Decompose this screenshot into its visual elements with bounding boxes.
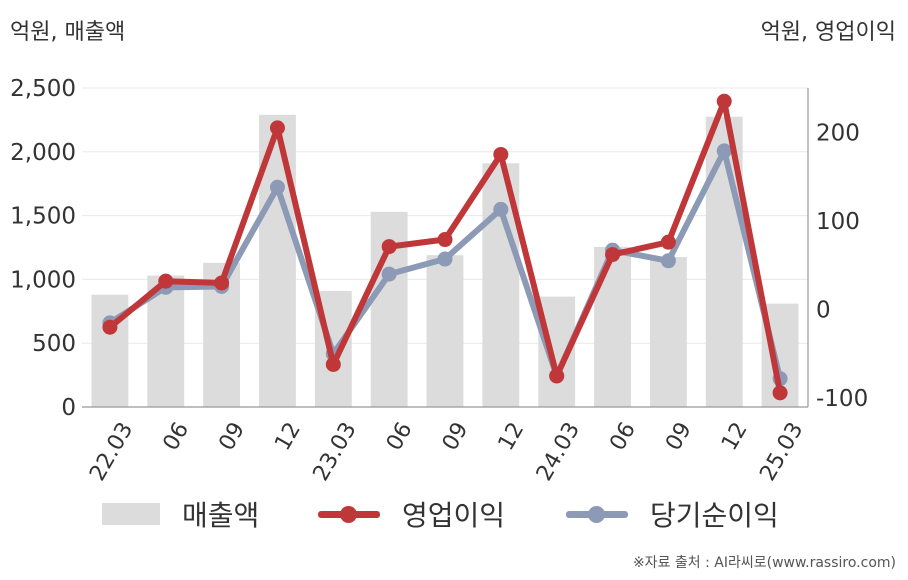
x-tick-label: 06 — [605, 418, 641, 455]
net-income-point — [716, 143, 732, 159]
legend-item-operating-profit: 영업이익 — [318, 492, 505, 536]
legend-item-revenue: 매출액 — [102, 492, 259, 536]
right-tick-label: 100 — [816, 209, 860, 235]
x-tick-label: 06 — [159, 418, 195, 455]
revenue-bar — [594, 246, 631, 407]
operating-profit-point — [716, 93, 732, 109]
operating-profit-point — [102, 319, 118, 335]
legend: 매출액 영업이익 당기순이익 — [0, 492, 908, 536]
x-tick-label: 09 — [438, 418, 474, 455]
x-tick-label: 24.03 — [532, 418, 585, 485]
legend-swatch-operating-profit — [318, 503, 380, 525]
x-tick-label: 12 — [717, 418, 753, 455]
legend-label-revenue: 매출액 — [182, 499, 260, 532]
operating-profit-point — [437, 232, 453, 248]
legend-swatch-net-income — [566, 503, 628, 525]
operating-profit-point — [269, 120, 285, 136]
legend-label-operating-profit: 영업이익 — [402, 499, 506, 532]
legend-swatch-revenue — [102, 503, 160, 525]
x-tick-label: 12 — [494, 418, 530, 455]
operating-profit-point — [158, 273, 174, 289]
x-tick-label: 09 — [661, 418, 697, 455]
left-tick-label: 500 — [32, 331, 76, 357]
net-income-point — [381, 266, 397, 282]
axes — [82, 88, 809, 408]
x-tick-label: 09 — [214, 418, 250, 455]
operating-profit-point — [325, 356, 341, 372]
operating-profit-point — [214, 275, 230, 291]
left-tick-label: 2,500 — [10, 76, 76, 102]
right-axis-unit: 억원, 영업이익 — [760, 20, 896, 45]
left-axis-unit: 억원, 매출액 — [10, 20, 126, 45]
net-income-point — [493, 201, 509, 217]
operating-profit-point — [549, 368, 565, 384]
source-note: ※자료 출처 : AI라씨로(www.rassiro.com) — [632, 555, 896, 571]
operating-profit-point — [660, 234, 676, 250]
left-tick-label: 0 — [61, 395, 76, 421]
operating-profit-point — [381, 239, 397, 255]
legend-label-net-income: 당기순이익 — [650, 499, 779, 532]
revenue-bar — [426, 255, 464, 407]
x-tick-label: 23.03 — [309, 418, 362, 485]
x-tick-label: 25.03 — [755, 418, 808, 485]
left-tick-label: 1,500 — [10, 204, 76, 230]
x-tick-label: 12 — [270, 418, 306, 455]
legend-item-net-income: 당기순이익 — [566, 492, 779, 536]
left-tick-label: 2,000 — [10, 140, 76, 166]
right-tick-label: 200 — [816, 120, 860, 146]
operating-profit-point — [772, 385, 788, 401]
x-tick-label: 06 — [382, 418, 418, 455]
right-tick-label: -100 — [816, 386, 868, 412]
net-income-point — [269, 179, 285, 195]
x-tick-label: 22.03 — [85, 418, 138, 485]
operating-profit-point — [493, 146, 509, 162]
revenue-bar — [649, 257, 687, 407]
net-income-point — [437, 251, 453, 267]
right-tick-label: 0 — [816, 298, 831, 324]
left-tick-label: 1,000 — [10, 267, 76, 293]
operating-profit-point — [605, 247, 621, 263]
chart: 0 500 1,000 1,500 2,000 2,500 -100 0 100 200 22.03… — [10, 76, 868, 485]
net-income-point — [660, 253, 676, 269]
profit-lines — [102, 93, 788, 401]
